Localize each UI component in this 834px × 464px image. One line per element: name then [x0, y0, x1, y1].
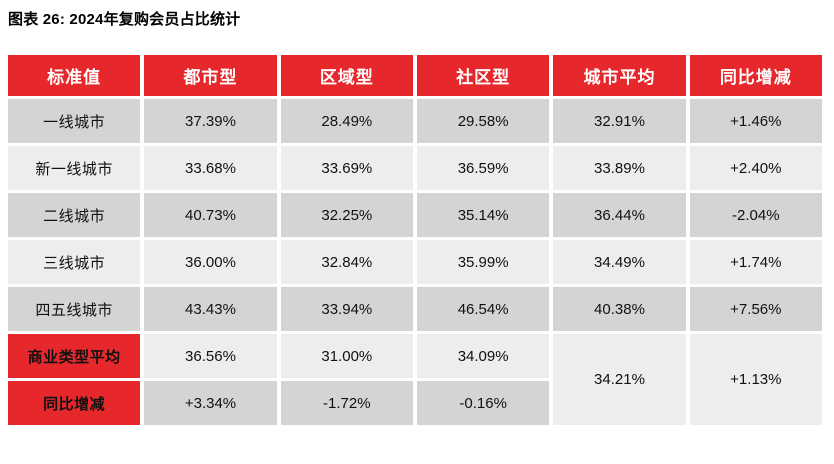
data-cell: 40.38% [553, 287, 686, 331]
data-cell: 36.44% [553, 193, 686, 237]
table-row-tier2: 二线城市 40.73% 32.25% 35.14% 36.44% -2.04% [8, 193, 822, 237]
data-cell: 36.00% [144, 240, 277, 284]
row-label-cell: 商业类型平均 [8, 334, 141, 378]
row-label-cell: 新一线城市 [8, 146, 141, 190]
data-cell: -0.16% [416, 381, 550, 425]
data-cell: 28.49% [280, 99, 413, 143]
table-row-tier45: 四五线城市 43.43% 33.94% 46.54% 40.38% +7.56% [8, 287, 822, 331]
row-label-cell: 四五线城市 [8, 287, 141, 331]
header-cell-community: 社区型 [416, 55, 550, 96]
report-page: 图表 26: 2024年复购会员占比统计 标准值 都市型 区域型 社区型 城市平… [0, 11, 834, 428]
data-cell: 34.49% [553, 240, 686, 284]
header-cell-yoy: 同比增减 [689, 55, 822, 96]
table-row-tier3: 三线城市 36.00% 32.84% 35.99% 34.49% +1.74% [8, 240, 822, 284]
data-cell: 36.56% [144, 334, 277, 378]
data-cell: 32.25% [280, 193, 413, 237]
data-cell: 32.91% [553, 99, 686, 143]
header-cell-regional: 区域型 [280, 55, 413, 96]
data-cell: 33.69% [280, 146, 413, 190]
data-cell: +2.40% [689, 146, 822, 190]
data-cell: 33.94% [280, 287, 413, 331]
data-cell: +7.56% [689, 287, 822, 331]
table-row-tier1: 一线城市 37.39% 28.49% 29.58% 32.91% +1.46% [8, 99, 822, 143]
row-label-cell: 同比增减 [8, 381, 141, 425]
data-cell: +1.46% [689, 99, 822, 143]
row-label-cell: 三线城市 [8, 240, 141, 284]
header-row: 标准值 都市型 区域型 社区型 城市平均 同比增减 [8, 55, 822, 96]
data-cell: 35.99% [416, 240, 550, 284]
data-cell: 31.00% [280, 334, 413, 378]
header-cell-standard: 标准值 [8, 55, 141, 96]
figure-title: 图表 26: 2024年复购会员占比统计 [8, 11, 241, 28]
data-cell: 33.68% [144, 146, 277, 190]
data-cell: 29.58% [416, 99, 550, 143]
repurchase-member-table: 标准值 都市型 区域型 社区型 城市平均 同比增减 一线城市 37.39% 28… [4, 52, 826, 428]
table-row-yoy-change: 同比增减 +3.34% -1.72% -0.16% [8, 381, 822, 425]
data-cell: -1.72% [280, 381, 413, 425]
data-cell: +3.34% [144, 381, 277, 425]
data-cell: 35.14% [416, 193, 550, 237]
data-cell: 32.84% [280, 240, 413, 284]
merged-yoy-cell: +1.13% [689, 334, 822, 425]
table-row-biztype-avg: 商业类型平均 36.56% 31.00% 34.09% 34.21% +1.13… [8, 334, 822, 425]
merged-city-avg-cell: 34.21% [553, 334, 686, 425]
header-cell-city-avg: 城市平均 [553, 55, 686, 96]
data-cell: 40.73% [144, 193, 277, 237]
data-cell: 34.09% [416, 334, 550, 378]
data-cell: 36.59% [416, 146, 550, 190]
table-row-new-tier1: 新一线城市 33.68% 33.69% 36.59% 33.89% +2.40% [8, 146, 822, 190]
header-cell-urban: 都市型 [144, 55, 277, 96]
data-cell: -2.04% [689, 193, 822, 237]
data-cell: 43.43% [144, 287, 277, 331]
data-cell: +1.74% [689, 240, 822, 284]
data-cell: 33.89% [553, 146, 686, 190]
data-cell: 37.39% [144, 99, 277, 143]
data-cell: 46.54% [416, 287, 550, 331]
row-label-cell: 二线城市 [8, 193, 141, 237]
row-label-cell: 一线城市 [8, 99, 141, 143]
